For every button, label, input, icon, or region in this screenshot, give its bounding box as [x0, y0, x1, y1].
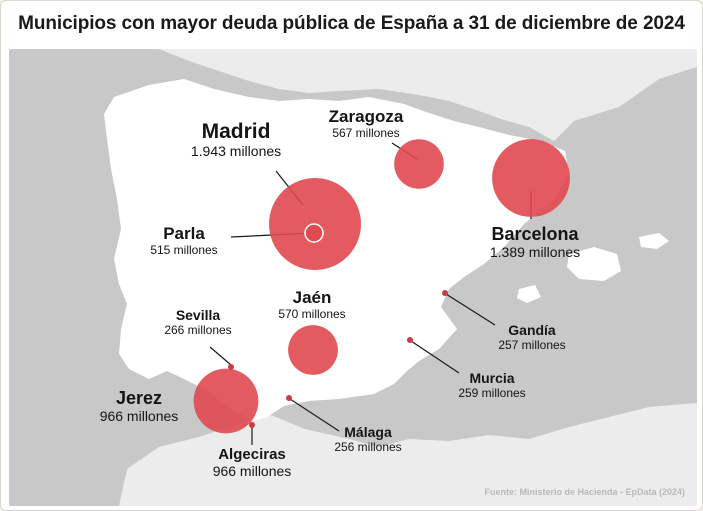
label-gandia: Gandía 257 millones: [487, 323, 577, 351]
label-sevilla: Sevilla 266 millones: [148, 308, 248, 336]
label-zaragoza: Zaragoza 567 millones: [311, 108, 421, 139]
label-parla-name: Parla: [163, 224, 205, 243]
label-zaragoza-name: Zaragoza: [328, 107, 404, 126]
bubble-parla[interactable]: [304, 223, 324, 243]
leader-sevilla: [209, 346, 232, 366]
iberia-map: [9, 49, 697, 506]
label-malaga: Málaga 256 millones: [323, 425, 413, 453]
label-jaen-name: Jaén: [292, 288, 332, 307]
bubble-malaga[interactable]: [286, 395, 292, 401]
france-landmass: [159, 49, 697, 141]
bubble-algeciras[interactable]: [249, 422, 255, 428]
africa-landmass: [119, 403, 697, 506]
bubble-jerez[interactable]: [193, 368, 259, 434]
label-algeciras: Algeciras 966 millones: [197, 447, 307, 478]
label-madrid-name: Madrid: [201, 120, 271, 143]
bubble-gandia[interactable]: [442, 290, 448, 296]
label-algeciras-name: Algeciras: [218, 446, 286, 463]
leader-gandia: [445, 293, 496, 326]
label-murcia-name: Murcia: [469, 370, 515, 386]
bubble-sevilla[interactable]: [228, 364, 234, 370]
label-sevilla-value: 266 millones: [164, 323, 232, 337]
source-note: Fuente: Ministerio de Hacienda - EpData …: [484, 487, 685, 497]
map-area: Madrid 1.943 millones Zaragoza 567 millo…: [9, 49, 697, 506]
bubble-zaragoza[interactable]: [394, 139, 444, 189]
ibiza-island: [517, 285, 541, 303]
label-gandia-name: Gandía: [508, 322, 556, 338]
debt-bubbles: [193, 139, 570, 434]
label-madrid: Madrid 1.943 millones: [166, 121, 306, 158]
label-murcia-value: 259 millones: [458, 386, 526, 400]
label-jerez: Jerez 966 millones: [89, 389, 189, 423]
map-title: Municipios con mayor deuda pública de Es…: [18, 13, 685, 34]
label-barcelona-name: Barcelona: [491, 224, 579, 244]
leader-murcia: [410, 340, 460, 374]
label-jerez-value: 966 millones: [99, 408, 179, 424]
label-murcia: Murcia 259 millones: [447, 371, 537, 399]
label-madrid-value: 1.943 millones: [190, 143, 282, 159]
bubble-jaen[interactable]: [288, 325, 338, 375]
label-algeciras-value: 966 millones: [212, 463, 292, 479]
bubble-murcia[interactable]: [407, 337, 413, 343]
label-barcelona-value: 1.389 millones: [489, 244, 581, 260]
label-malaga-value: 256 millones: [334, 440, 402, 454]
label-sevilla-name: Sevilla: [175, 307, 221, 323]
label-jerez-name: Jerez: [115, 388, 163, 408]
label-gandia-value: 257 millones: [498, 338, 566, 352]
bubble-barcelona[interactable]: [492, 139, 570, 217]
label-parla-value: 515 millones: [150, 243, 218, 257]
label-jaen-value: 570 millones: [278, 307, 346, 321]
label-malaga-name: Málaga: [344, 424, 392, 440]
label-jaen: Jaén 570 millones: [262, 289, 362, 320]
label-parla: Parla 515 millones: [139, 225, 229, 256]
label-barcelona: Barcelona 1.389 millones: [475, 225, 595, 259]
menorca-island: [639, 233, 669, 249]
label-zaragoza-value: 567 millones: [332, 126, 400, 140]
mallorca-island: [567, 247, 621, 281]
leader-malaga: [289, 398, 340, 432]
